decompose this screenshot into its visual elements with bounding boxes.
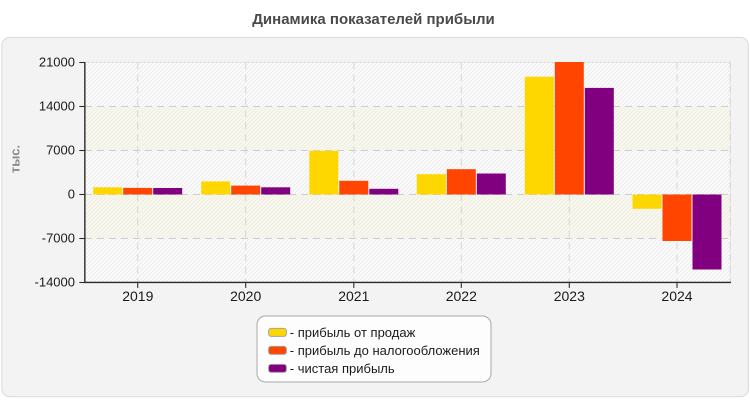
svg-text:0: 0 [68,186,75,201]
svg-text:2021: 2021 [338,288,369,304]
svg-text:2019: 2019 [122,288,153,304]
svg-text:14000: 14000 [39,98,75,113]
svg-text:21000: 21000 [39,54,75,69]
svg-text:- чистая прибыль: - чистая прибыль [290,361,395,376]
svg-text:2020: 2020 [230,288,261,304]
svg-text:Динамика показателей прибыли: Динамика показателей прибыли [252,11,495,28]
svg-text:2023: 2023 [554,288,585,304]
svg-text:- прибыль до налогообложения: - прибыль до налогообложения [290,343,480,358]
svg-text:-7000: -7000 [42,230,75,245]
svg-text:-14000: -14000 [35,274,75,289]
svg-text:7000: 7000 [46,142,75,157]
svg-text:тыс.: тыс. [8,145,23,173]
svg-text:- прибыль от продаж: - прибыль от продаж [290,325,416,340]
svg-text:2024: 2024 [661,288,692,304]
svg-text:2022: 2022 [446,288,477,304]
